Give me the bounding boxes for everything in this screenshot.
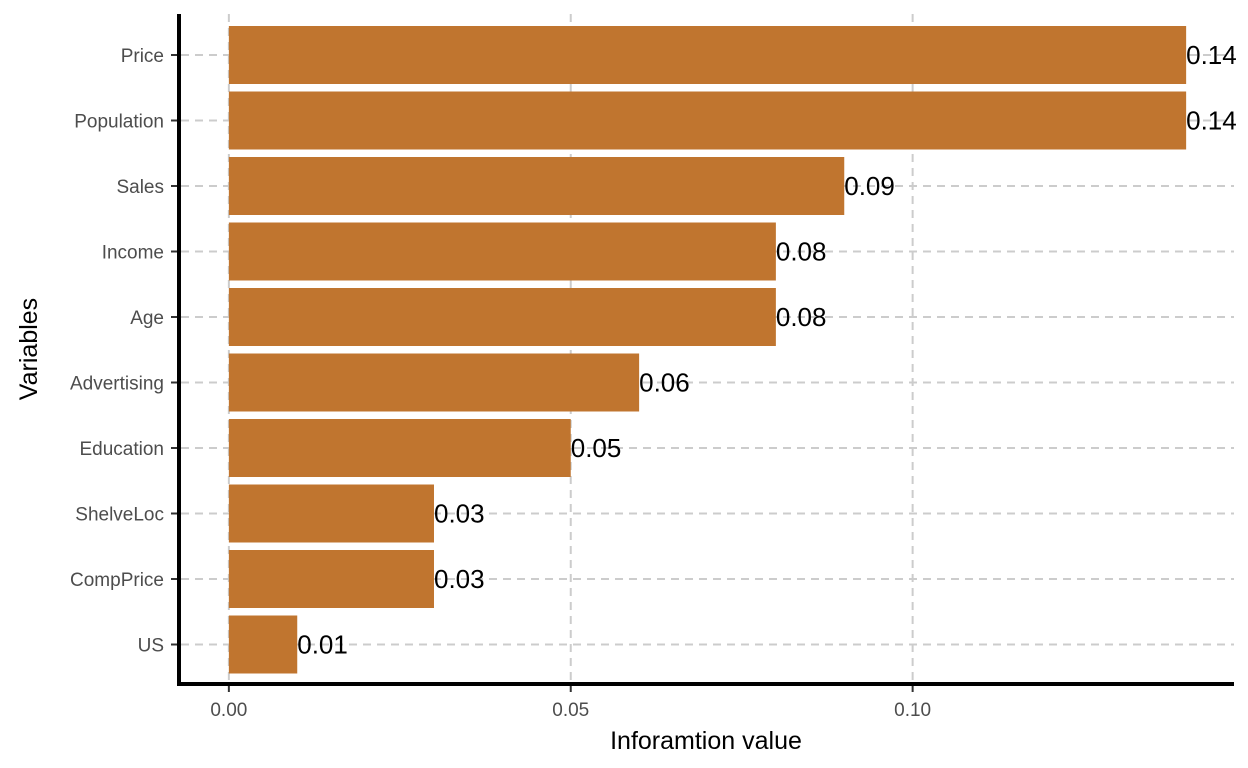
- axis-layer: [177, 14, 1234, 686]
- data-label: 0.01: [297, 630, 348, 660]
- bar: [228, 419, 571, 477]
- y-tick-label: ShelveLoc: [75, 505, 164, 526]
- bar: [228, 91, 1187, 150]
- bar: [228, 26, 1187, 84]
- data-label: 0.08: [776, 237, 827, 267]
- data-label: 0.14: [1186, 40, 1237, 70]
- bar: [228, 353, 640, 412]
- bar: [228, 222, 776, 281]
- data-label: 0.08: [776, 302, 827, 332]
- y-tick-label: Income: [102, 243, 164, 264]
- data-label: 0.05: [571, 433, 622, 463]
- bar: [228, 615, 298, 674]
- x-axis-title: Inforamtion value: [610, 727, 802, 755]
- y-tick-label: Education: [79, 439, 164, 460]
- data-label-layer: 0.14 0.14 0.09 0.08 0.08 0.06 0.05 0.03 0.03 0.01: [297, 40, 1237, 660]
- x-tick-label: 0.10: [894, 700, 931, 721]
- bar-layer: [228, 26, 1187, 674]
- bar: [228, 550, 434, 608]
- x-tick-label: 0.00: [210, 700, 247, 721]
- data-label: 0.06: [639, 368, 690, 398]
- data-label: 0.14: [1186, 106, 1237, 136]
- bar: [228, 484, 434, 543]
- y-tick-label: Sales: [116, 177, 164, 198]
- data-label: 0.03: [434, 499, 485, 529]
- data-label: 0.09: [844, 171, 895, 201]
- x-tick-label: 0.05: [552, 700, 589, 721]
- y-tick-label: CompPrice: [70, 570, 164, 591]
- data-label: 0.03: [434, 564, 485, 594]
- y-tick-label: Price: [121, 46, 164, 67]
- y-tick-label: Advertising: [70, 374, 164, 395]
- bar: [228, 288, 776, 346]
- y-tick-label: Age: [130, 308, 164, 329]
- x-tick-layer: 0.00 0.05 0.10: [210, 686, 931, 721]
- bar: [228, 157, 845, 215]
- y-tick-label: Population: [74, 112, 164, 133]
- y-tick-label: US: [138, 636, 164, 657]
- y-axis-title: Variables: [15, 298, 43, 400]
- y-tick-layer: Price Population Sales Income Age Advertising…: [70, 46, 177, 657]
